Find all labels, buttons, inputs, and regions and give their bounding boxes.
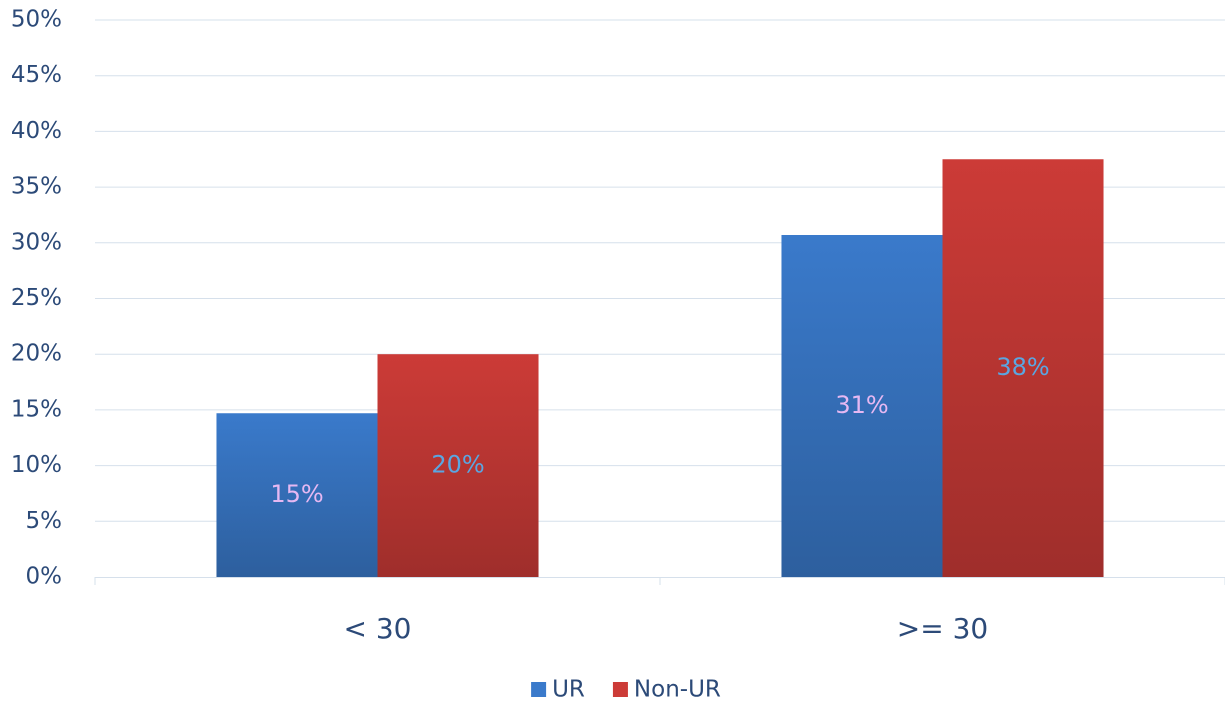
y-tick-label: 0% [26,564,63,590]
y-tick-label: 30% [11,229,62,255]
y-tick-label: 50% [11,7,62,33]
x-tick-label: >= 30 [897,612,988,645]
data-label: 31% [835,391,888,419]
x-tick-label: < 30 [344,612,412,645]
bar [781,235,943,577]
bar [942,159,1104,577]
legend-label: UR [552,677,585,703]
y-tick-label: 10% [11,452,62,478]
y-tick-label: 45% [11,62,62,88]
legend-swatch [531,682,547,697]
bar [216,413,378,577]
y-tick-label: 15% [11,396,62,422]
data-label: 38% [996,353,1049,381]
y-tick-label: 25% [11,285,62,311]
y-tick-label: 40% [11,118,62,144]
y-tick-label: 5% [26,508,63,534]
bar [377,354,539,577]
legend-swatch [612,682,628,697]
legend-label: Non-UR [634,677,721,703]
y-tick-label: 20% [11,341,62,367]
y-tick-label: 35% [11,174,62,200]
data-label: 15% [270,480,323,508]
legend: UR Non-UR [531,677,721,703]
data-label: 20% [431,451,484,479]
